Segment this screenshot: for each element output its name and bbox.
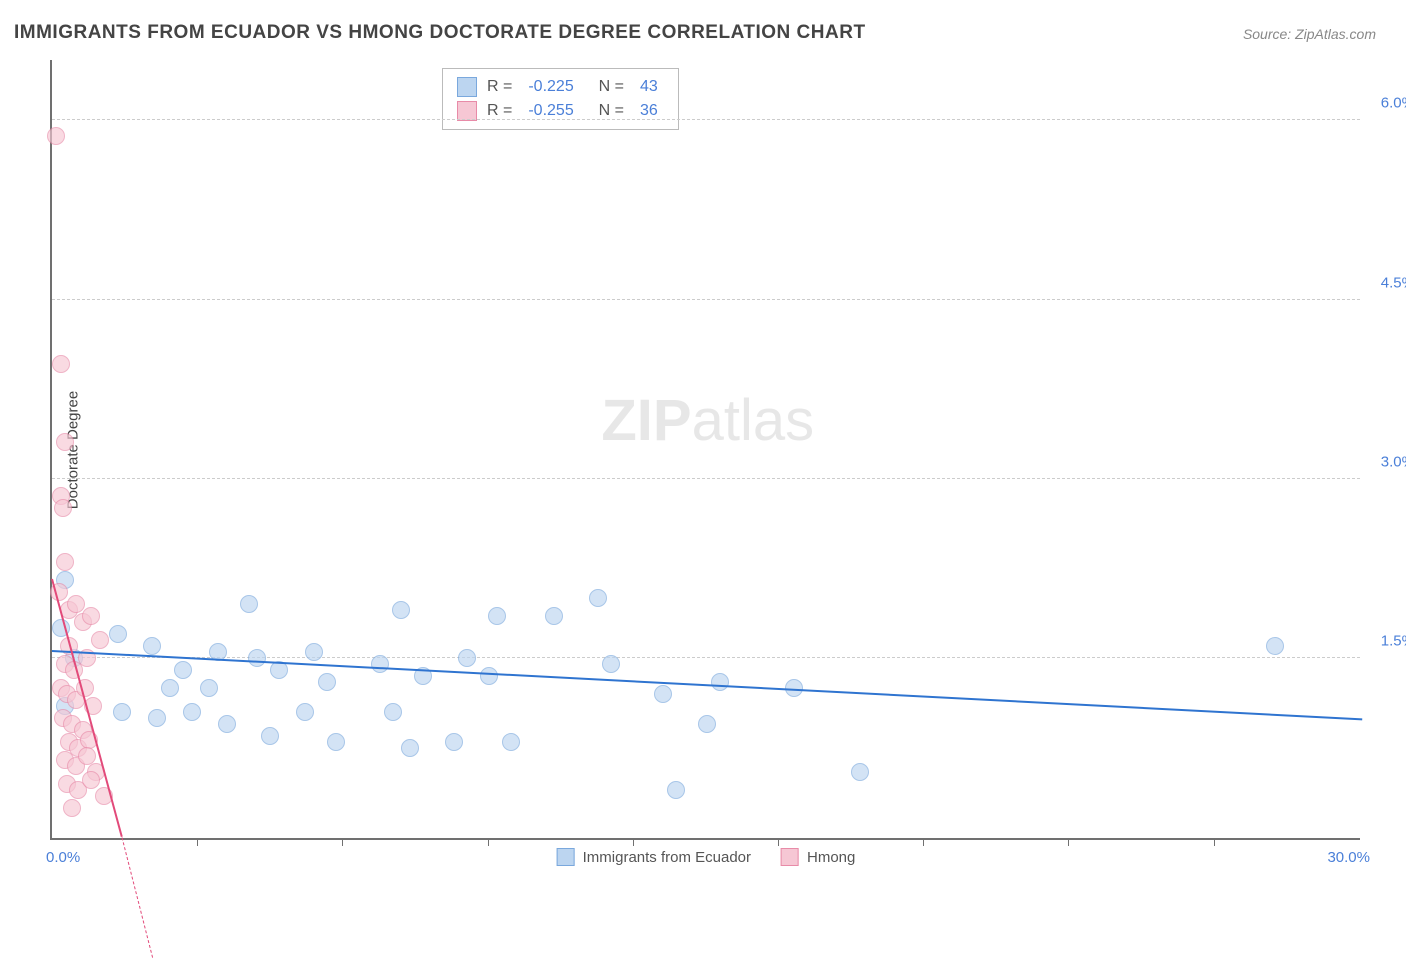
x-tick-mark — [633, 838, 634, 846]
trend-line-extrapolated — [121, 837, 153, 957]
data-point — [480, 667, 498, 685]
trend-line — [52, 650, 1362, 720]
stats-r-label: R = — [487, 78, 512, 96]
data-point — [240, 595, 258, 613]
data-point — [148, 709, 166, 727]
stats-r-value: -0.255 — [528, 102, 573, 120]
x-tick-mark — [1068, 838, 1069, 846]
data-point — [401, 739, 419, 757]
data-point — [296, 703, 314, 721]
data-point — [327, 733, 345, 751]
data-point — [1266, 637, 1284, 655]
legend-item: Immigrants from Ecuador — [557, 848, 751, 866]
x-tick-mark — [778, 838, 779, 846]
data-point — [589, 589, 607, 607]
legend-swatch — [557, 848, 575, 866]
data-point — [67, 595, 85, 613]
data-point — [545, 607, 563, 625]
data-point — [47, 127, 65, 145]
y-tick-label: 4.5% — [1381, 274, 1406, 291]
data-point — [384, 703, 402, 721]
data-point — [52, 355, 70, 373]
data-point — [109, 625, 127, 643]
y-tick-label: 6.0% — [1381, 94, 1406, 111]
data-point — [63, 799, 81, 817]
stats-n-value: 36 — [640, 102, 658, 120]
stats-r-label: R = — [487, 102, 512, 120]
stats-n-label: N = — [590, 78, 624, 96]
data-point — [502, 733, 520, 751]
data-point — [445, 733, 463, 751]
data-point — [318, 673, 336, 691]
stats-legend-box: R = -0.225 N = 43R = -0.255 N = 36 — [442, 68, 679, 130]
data-point — [56, 553, 74, 571]
watermark: ZIPatlas — [601, 387, 814, 454]
data-point — [183, 703, 201, 721]
x-tick-label: 0.0% — [46, 849, 80, 866]
plot-region: ZIPatlas R = -0.225 N = 43R = -0.255 N =… — [50, 60, 1360, 840]
data-point — [371, 655, 389, 673]
legend-label: Hmong — [807, 849, 855, 866]
data-point — [113, 703, 131, 721]
series-legend: Immigrants from Ecuador Hmong — [557, 848, 856, 866]
legend-item: Hmong — [781, 848, 855, 866]
x-tick-mark — [1214, 838, 1215, 846]
data-point — [82, 607, 100, 625]
y-tick-label: 1.5% — [1381, 633, 1406, 650]
data-point — [711, 673, 729, 691]
legend-label: Immigrants from Ecuador — [583, 849, 751, 866]
y-tick-label: 3.0% — [1381, 453, 1406, 470]
gridline — [52, 478, 1360, 479]
gridline — [52, 299, 1360, 300]
data-point — [143, 637, 161, 655]
source-attribution: Source: ZipAtlas.com — [1243, 26, 1376, 42]
data-point — [392, 601, 410, 619]
data-point — [488, 607, 506, 625]
x-tick-mark — [342, 838, 343, 846]
data-point — [248, 649, 266, 667]
data-point — [161, 679, 179, 697]
data-point — [602, 655, 620, 673]
data-point — [200, 679, 218, 697]
data-point — [174, 661, 192, 679]
data-point — [851, 763, 869, 781]
x-tick-mark — [197, 838, 198, 846]
stats-row: R = -0.225 N = 43 — [457, 75, 664, 99]
data-point — [698, 715, 716, 733]
data-point — [654, 685, 672, 703]
stats-n-label: N = — [590, 102, 624, 120]
x-tick-mark — [488, 838, 489, 846]
data-point — [305, 643, 323, 661]
gridline — [52, 119, 1360, 120]
x-tick-mark — [923, 838, 924, 846]
chart-area: Doctorate Degree ZIPatlas R = -0.225 N =… — [50, 60, 1360, 840]
data-point — [82, 771, 100, 789]
stats-swatch — [457, 77, 477, 97]
legend-swatch — [781, 848, 799, 866]
chart-title: IMMIGRANTS FROM ECUADOR VS HMONG DOCTORA… — [14, 22, 866, 44]
stats-n-value: 43 — [640, 78, 658, 96]
data-point — [667, 781, 685, 799]
data-point — [54, 499, 72, 517]
data-point — [458, 649, 476, 667]
data-point — [218, 715, 236, 733]
x-tick-label: 30.0% — [1327, 849, 1370, 866]
stats-r-value: -0.225 — [528, 78, 573, 96]
data-point — [56, 433, 74, 451]
data-point — [91, 631, 109, 649]
data-point — [261, 727, 279, 745]
